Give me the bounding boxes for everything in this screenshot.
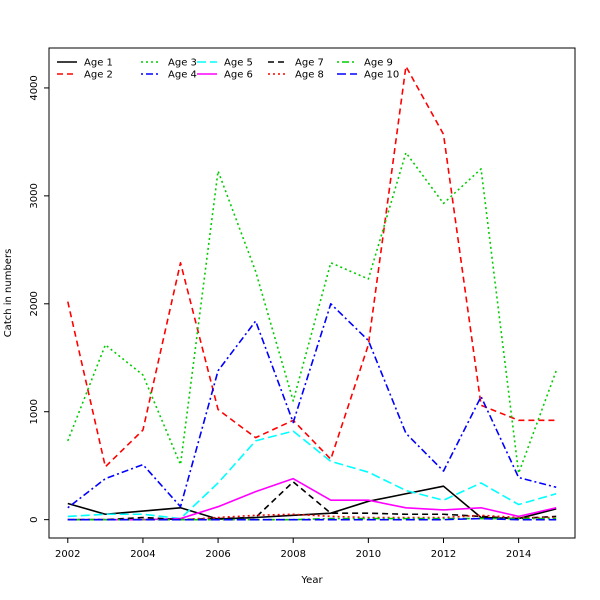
legend-label: Age 9 (364, 58, 393, 69)
legend-label: Age 1 (84, 58, 113, 69)
plot-area-border (48, 47, 576, 539)
x-tick-label: 2008 (280, 549, 305, 560)
series-line-age-4 (67, 302, 557, 509)
series-line-age-7 (67, 481, 557, 521)
y-tick-label: 4000 (29, 75, 40, 100)
legend-label: Age 7 (295, 58, 324, 69)
y-axis: 0 1000 2000 3000 4000 (29, 75, 49, 523)
legend-label: Age 6 (224, 70, 253, 81)
x-tick-label: 2012 (431, 549, 456, 560)
y-tick-label: 0 (29, 516, 40, 522)
y-tick-label: 1000 (29, 399, 40, 424)
series-line-age-10 (67, 517, 557, 521)
series-layer (67, 65, 557, 521)
legend-label: Age 2 (84, 70, 113, 81)
series-line-age-1 (67, 485, 557, 520)
series-line-age-2 (67, 65, 557, 468)
legend-label: Age 8 (295, 70, 324, 81)
x-axis: 2002 2004 2006 2008 2010 2012 2014 (55, 538, 531, 560)
y-axis-title: Catch in numbers (3, 249, 14, 338)
y-tick-label: 3000 (29, 183, 40, 208)
legend-label: Age 4 (168, 70, 197, 81)
x-tick-label: 2004 (130, 549, 155, 560)
x-tick-label: 2002 (55, 549, 80, 560)
legend-label: Age 10 (364, 70, 399, 81)
x-tick-label: 2006 (205, 549, 230, 560)
y-tick-label: 2000 (29, 291, 40, 316)
legend-label: Age 3 (168, 58, 197, 69)
legend-label: Age 5 (224, 58, 253, 69)
x-axis-title: Year (300, 575, 323, 586)
x-tick-label: 2014 (506, 549, 531, 560)
x-tick-label: 2010 (356, 549, 381, 560)
series-line-age-5 (67, 430, 557, 520)
